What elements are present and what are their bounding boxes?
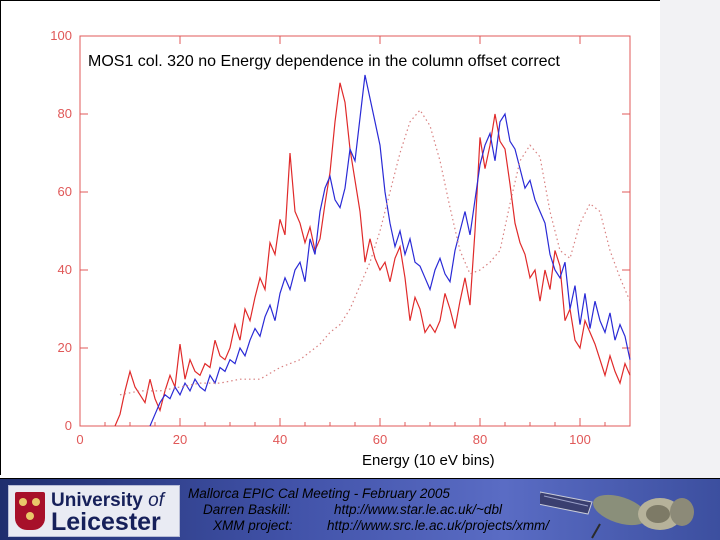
y-tick-label: 20 (58, 340, 72, 355)
x-tick-label: 0 (76, 432, 83, 447)
crest-icon (15, 492, 45, 530)
axis-ticks: 0 20 40 60 80 100 0 20 40 60 80 100 (50, 28, 630, 447)
university-name-line1: University of (51, 490, 164, 512)
frame-left-border (0, 0, 1, 475)
slide-right-shade (660, 0, 720, 478)
x-axis-label: Energy (10 eV bins) (362, 452, 495, 469)
x-tick-label: 40 (273, 432, 287, 447)
plot-area-border (79, 35, 631, 427)
y-tick-label: 40 (58, 262, 72, 277)
chart: 0 20 40 60 80 100 0 20 40 60 80 100 (50, 28, 631, 447)
footer-rule (0, 478, 720, 479)
university-name-line2: Leicester (51, 508, 161, 536)
x-tick-label: 80 (473, 432, 487, 447)
series-line-red (114, 82, 631, 427)
x-tick-label: 20 (173, 432, 187, 447)
project-url[interactable]: http://www.src.le.ac.uk/projects/xmm/ (327, 518, 550, 533)
presenter-url[interactable]: http://www.star.le.ac.uk/~dbl (334, 502, 502, 517)
university-of-word: of (148, 490, 165, 511)
y-tick-label: 60 (58, 184, 72, 199)
y-tick-label: 0 (65, 418, 72, 433)
meeting-text: Mallorca EPIC Cal Meeting - February 200… (188, 486, 450, 501)
presenter-label: Darren Baskill: (203, 502, 291, 517)
y-tick-label: 100 (50, 28, 72, 43)
y-tick-label: 80 (58, 106, 72, 121)
project-label: XMM project: (213, 518, 293, 533)
university-word: University (51, 490, 143, 511)
series-layer (114, 74, 631, 427)
chart-title: MOS1 col. 320 no Energy dependence in th… (88, 53, 560, 70)
x-tick-label: 100 (569, 432, 591, 447)
university-logo: University of Leicester (8, 485, 180, 537)
x-tick-label: 60 (373, 432, 387, 447)
series-line-dotted (119, 109, 631, 396)
frame-top-border (0, 0, 720, 1)
series-line-blue (149, 74, 631, 427)
xmm-satellite-icon (540, 491, 694, 539)
